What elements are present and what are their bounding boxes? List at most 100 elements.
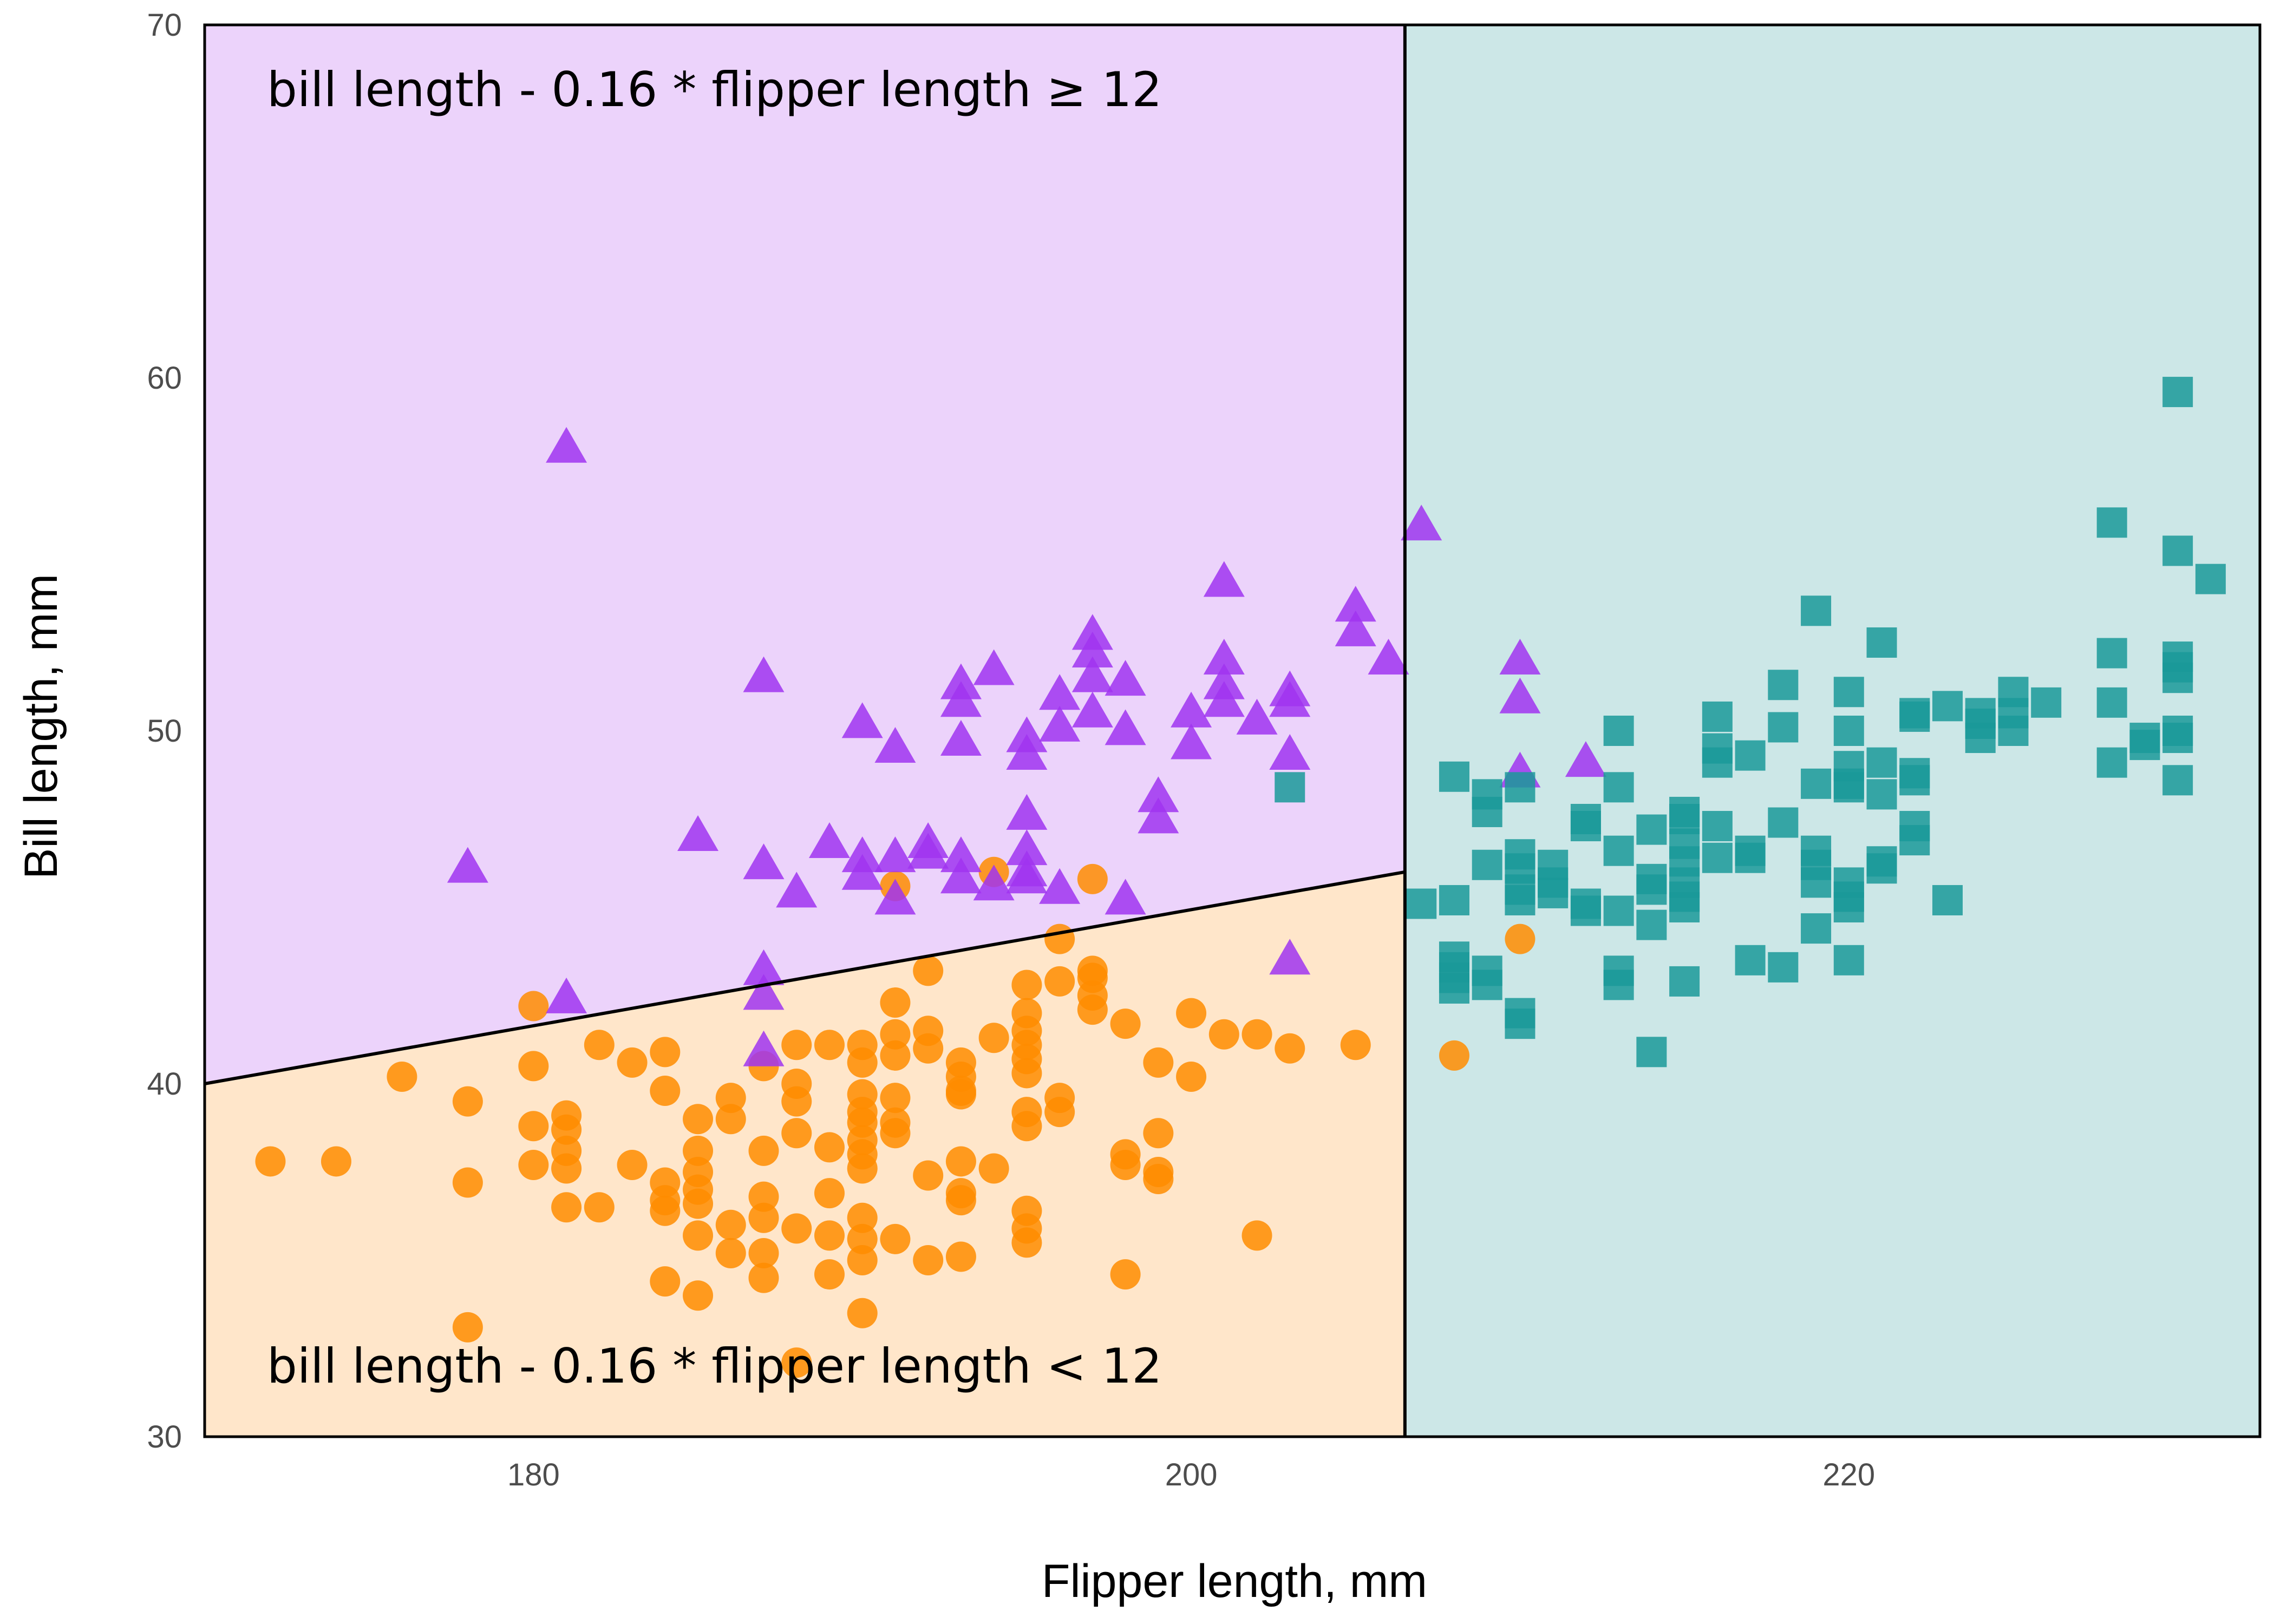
y-tick-label: 70 [147,8,182,43]
point-triangle [1335,610,1376,646]
point-triangle [546,977,587,1013]
point-circle [748,1135,779,1166]
point-triangle [1105,709,1146,745]
point-triangle [1236,698,1278,735]
point-circle [650,1037,681,1068]
point-circle [452,1086,483,1117]
point-triangle [940,857,982,894]
point-square [1669,892,1700,922]
y-axis-title: Bill length, mm [15,574,67,879]
point-square [1505,885,1535,915]
point-triangle [1499,677,1541,713]
point-circle [650,1195,681,1226]
boundary-diagonal-line [204,870,1406,1085]
point-circle [1176,1061,1207,1092]
point-square [1702,842,1733,873]
point-square [2096,687,2127,718]
point-circle [1110,1009,1141,1039]
point-circle [1275,1033,1305,1064]
point-triangle [776,872,818,908]
point-square [1505,1009,1535,1039]
point-square [1833,892,1864,922]
point-circle [715,1104,746,1135]
point-square [2096,747,2127,778]
point-circle [452,1312,483,1343]
point-circle [781,1118,812,1149]
point-triangle [1071,691,1113,728]
point-square [2096,638,2127,669]
point-triangle [874,879,916,915]
point-triangle [1368,639,1409,675]
point-square [1801,867,1832,898]
point-triangle [1039,674,1081,710]
point-square [1275,772,1305,803]
point-square [1702,747,1733,778]
point-circle [715,1083,746,1114]
point-circle [847,1245,878,1275]
point-circle [551,1114,582,1145]
point-square [1932,691,1963,722]
point-triangle [1138,797,1179,834]
point-circle [518,1149,549,1180]
point-square [1603,835,1634,866]
point-circle [814,1220,845,1251]
point-circle [978,1153,1009,1184]
point-circle [748,1202,779,1233]
boundary-lines [204,25,1407,1437]
point-circle [781,1213,812,1244]
point-square [1505,772,1535,803]
point-circle [814,1132,845,1163]
point-square [1735,945,1766,975]
point-square [1768,807,1799,838]
point-triangle [973,649,1015,685]
decision-regions [205,25,2260,1437]
point-circle [1011,970,1042,1000]
region-label-lower: bill length - 0.16 * flipper length < 12 [267,1338,1162,1394]
point-circle [781,1347,812,1378]
point-square [1439,973,1469,1004]
point-triangle [841,702,883,738]
x-axis-title: Flipper length, mm [1042,1555,1427,1607]
point-circle [683,1188,714,1219]
point-square [1603,772,1634,803]
point-square [2162,535,2193,566]
point-circle [913,1160,944,1191]
point-circle [1439,1040,1469,1071]
point-circle [748,1237,779,1268]
axis-ticks: 180 200 220 30 40 50 60 70 [147,8,1875,1492]
point-circle [650,1266,681,1297]
point-circle [715,1209,746,1240]
point-square [1833,677,1864,708]
point-triangle [1039,705,1081,742]
point-circle [847,1298,878,1328]
point-triangle [841,854,883,890]
point-circle [748,1181,779,1212]
point-square [1472,970,1502,1000]
point-circle [913,1033,944,1064]
point-circle [945,1146,976,1177]
region-labels: bill length - 0.16 * flipper length ≥ 12… [267,62,1162,1394]
point-square [1833,772,1864,803]
point-square [2129,730,2160,761]
point-circle [683,1220,714,1251]
point-square [1965,723,1996,754]
point-circle [617,1047,648,1078]
point-square [2162,723,2193,754]
point-square [1570,811,1601,842]
point-circle [518,991,549,1021]
point-circle [518,1051,549,1082]
point-circle [1110,1149,1141,1180]
point-circle [683,1280,714,1311]
data-points [255,377,2226,1378]
point-circle [945,1079,976,1110]
point-circle [880,1083,911,1114]
region-right [1404,25,2260,1437]
point-triangle [1006,829,1048,866]
point-square [1801,913,1832,944]
point-circle [321,1146,351,1177]
point-triangle [940,836,982,873]
point-square [1472,849,1502,880]
point-square [2096,507,2127,538]
point-circle [814,1259,845,1290]
point-triangle [1105,879,1146,915]
